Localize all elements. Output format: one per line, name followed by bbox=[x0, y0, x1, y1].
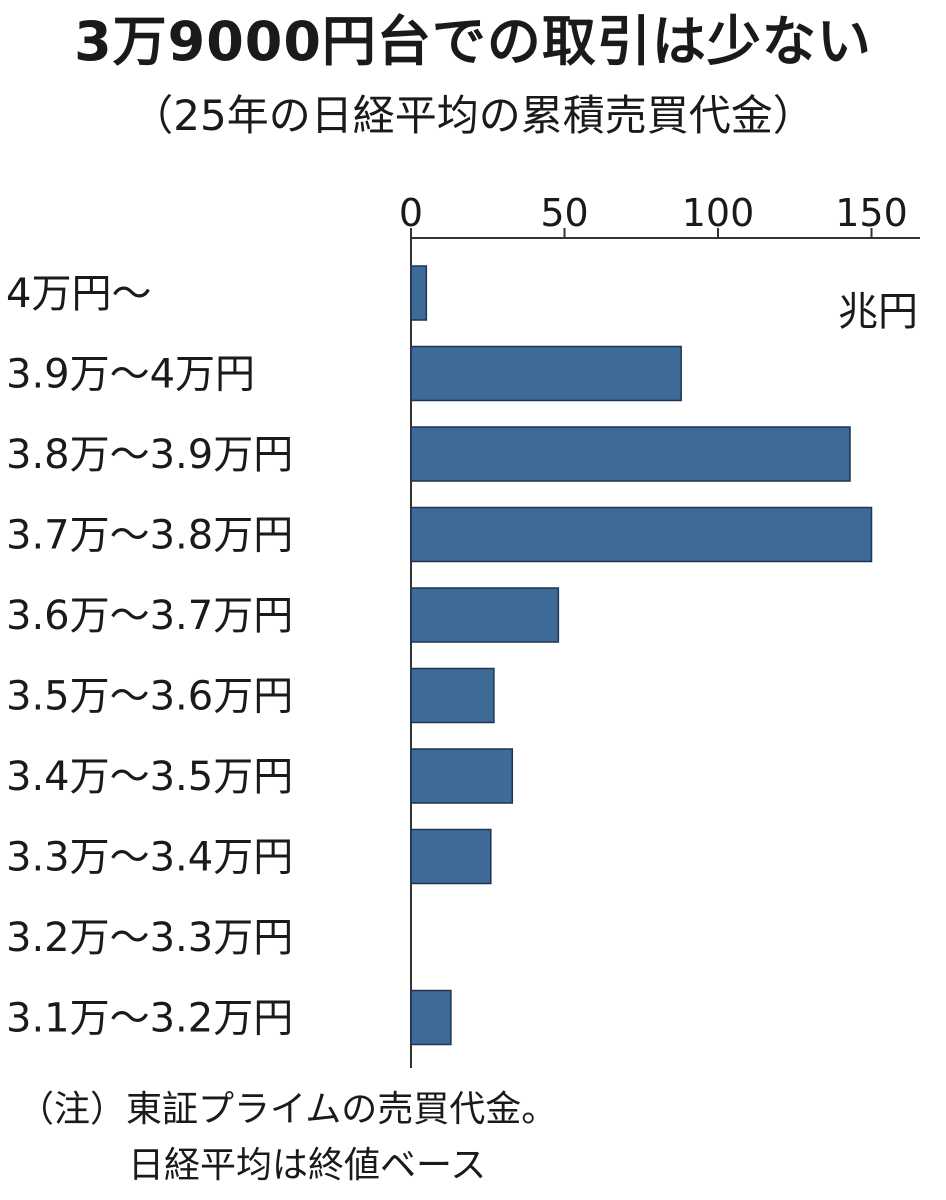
x-tick-label: 0 bbox=[399, 191, 423, 235]
category-label: 3.6万～3.7万円 bbox=[6, 593, 293, 639]
category-label: 3.4万～3.5万円 bbox=[6, 754, 293, 800]
bar bbox=[410, 265, 428, 321]
bar bbox=[410, 587, 560, 643]
bar bbox=[410, 426, 851, 482]
x-tick-label: 150 bbox=[835, 191, 908, 235]
bar bbox=[410, 345, 682, 402]
chart-subtitle: （25年の日経平均の累積売買代金） bbox=[131, 91, 815, 140]
x-axis: 0 50 100 150 bbox=[399, 191, 920, 1068]
footnote-line-2: 日経平均は終値ベース bbox=[128, 1145, 487, 1186]
x-tick-label: 50 bbox=[540, 191, 588, 235]
bars bbox=[410, 265, 873, 1046]
bar bbox=[410, 828, 492, 885]
category-label: 3.5万～3.6万円 bbox=[6, 674, 293, 720]
bar bbox=[410, 989, 452, 1046]
bar bbox=[410, 748, 514, 804]
category-label: 3.2万～3.3万円 bbox=[6, 915, 293, 961]
unit-label: 兆円 bbox=[838, 289, 918, 335]
x-tick-label: 100 bbox=[682, 191, 755, 235]
category-label: 3.1万～3.2万円 bbox=[6, 996, 293, 1042]
category-label: 3.7万～3.8万円 bbox=[6, 513, 293, 559]
footnote: （注）東証プライムの売買代金。 日経平均は終値ベース bbox=[18, 1082, 918, 1194]
bar-chart: 0 50 100 150 4万円～ 3.9万～4万円 3.8万～3.9万円 3.7万～3.8… bbox=[6, 191, 920, 1068]
category-label: 4万円～ bbox=[6, 271, 151, 317]
bar bbox=[410, 667, 495, 724]
footnote-line-1: （注）東証プライムの売買代金。 bbox=[18, 1089, 558, 1130]
category-label: 3.3万～3.4万円 bbox=[6, 835, 293, 881]
category-label: 3.8万～3.9万円 bbox=[6, 432, 293, 478]
category-label: 3.9万～4万円 bbox=[6, 352, 255, 398]
chart-title: 3万9000円台での取引は少ない bbox=[74, 10, 872, 73]
bar bbox=[410, 506, 873, 563]
category-labels: 4万円～ 3.9万～4万円 3.8万～3.9万円 3.7万～3.8万円 3.6万～3.7… bbox=[6, 271, 293, 1042]
